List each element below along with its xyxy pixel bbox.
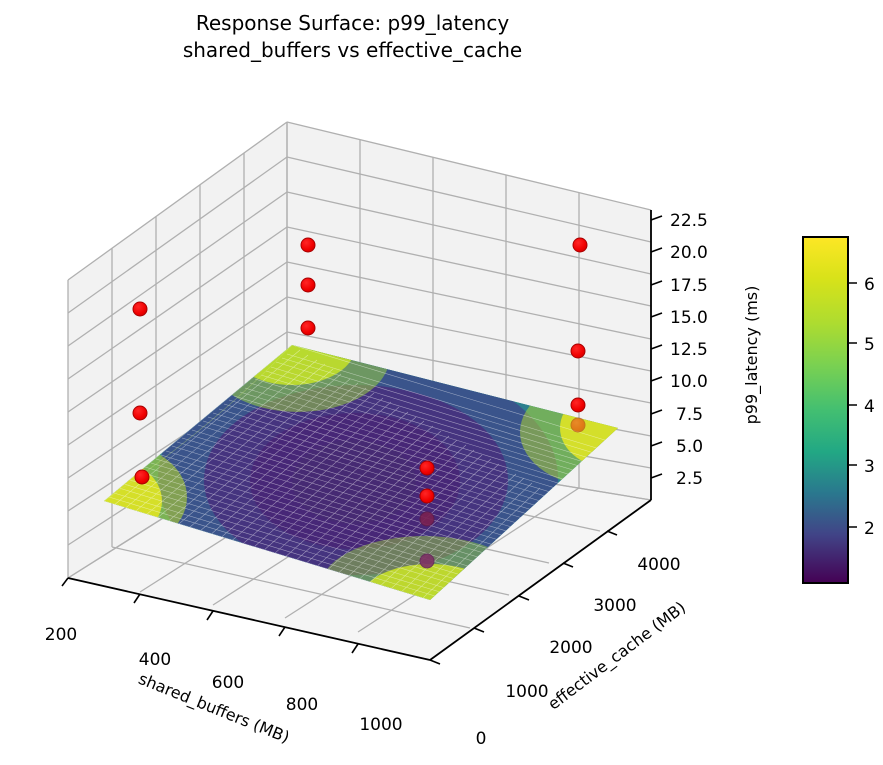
scatter-point-occluded xyxy=(419,553,435,569)
scatter-point xyxy=(300,277,316,293)
scatter-point xyxy=(572,237,588,253)
z-tick-label: 2.5 xyxy=(676,469,703,489)
scatter-point xyxy=(300,237,316,253)
colorbar-tick-label: 4 xyxy=(864,397,875,417)
x-axis-ticks xyxy=(61,577,359,654)
z-tick-labels: 2.5 5.0 7.5 10.0 12.5 15.0 17.5 20.0 22.… xyxy=(670,211,708,489)
y-axis-ticks xyxy=(429,530,618,665)
z-tick-label: 22.5 xyxy=(670,211,708,231)
colorbar-tick-label: 3 xyxy=(864,457,875,477)
z-axis-ticks xyxy=(650,215,663,479)
chart-title: Response Surface: p99_latency shared_buf… xyxy=(182,11,523,62)
scatter-point-occluded xyxy=(570,417,586,433)
colorbar-tick-label: 6 xyxy=(864,275,875,295)
x-tick-label: 600 xyxy=(212,673,244,693)
x-tick-label: 400 xyxy=(139,650,171,670)
z-tick-label: 7.5 xyxy=(676,405,703,425)
x-tick-label: 1000 xyxy=(359,715,402,735)
z-tick-label: 5.0 xyxy=(676,437,703,457)
y-tick-label: 1000 xyxy=(505,682,548,702)
scatter-points xyxy=(132,237,588,569)
colorbar-ticks xyxy=(848,282,857,528)
x-axis-line xyxy=(67,577,431,661)
z-tick-label: 20.0 xyxy=(670,243,708,263)
y-tick-labels: 0 1000 2000 3000 4000 xyxy=(476,555,681,749)
x-tick-label: 200 xyxy=(45,625,77,645)
colorbar-tick-label: 2 xyxy=(864,519,875,539)
colorbar-tick-label: 5 xyxy=(864,335,875,355)
x-tick-labels: 200 400 600 800 1000 xyxy=(45,625,403,735)
scatter-point xyxy=(132,405,148,421)
scatter-point xyxy=(419,460,435,476)
scatter-point xyxy=(419,488,435,504)
colorbar-gradient xyxy=(802,236,849,584)
y-tick-label: 4000 xyxy=(637,555,680,575)
scatter-point xyxy=(134,469,150,485)
y-tick-label: 2000 xyxy=(549,638,592,658)
scatter-point xyxy=(570,343,586,359)
axis-spines xyxy=(67,210,652,661)
scatter-point xyxy=(570,397,586,413)
z-tick-label: 12.5 xyxy=(670,340,708,360)
x-tick-label: 800 xyxy=(286,695,318,715)
z-axis-title: p99_latency (ms) xyxy=(742,286,762,425)
z-tick-label: 15.0 xyxy=(670,308,708,328)
z-tick-label: 10.0 xyxy=(670,372,708,392)
scatter-point xyxy=(300,320,316,336)
y-tick-label: 3000 xyxy=(593,596,636,616)
scatter-point-occluded xyxy=(419,511,435,527)
z-tick-label: 17.5 xyxy=(670,276,708,296)
scatter-point xyxy=(132,301,148,317)
y-axis-line xyxy=(429,499,652,661)
colorbar: 6 5 4 3 2 xyxy=(802,236,875,584)
y-tick-label: 0 xyxy=(476,729,487,749)
